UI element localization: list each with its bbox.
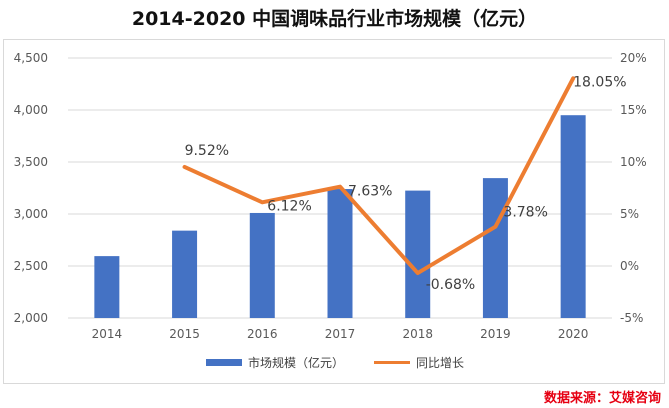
y-left-tick-label: 2,000 — [14, 311, 48, 325]
legend-item-line: 同比增长 — [374, 354, 464, 371]
x-tick-label: 2014 — [92, 327, 123, 341]
data-label: -0.68% — [426, 277, 476, 293]
bar — [249, 212, 275, 318]
y-right-tick-label: -5% — [620, 311, 643, 325]
data-label: 6.12% — [267, 198, 311, 214]
y-left-tick-label: 4,500 — [14, 51, 48, 65]
x-tick-label: 2016 — [247, 327, 278, 341]
data-label: 9.52% — [185, 143, 229, 159]
y-right-tick-label: 20% — [620, 51, 647, 65]
x-tick-label: 2018 — [402, 327, 433, 341]
x-tick-label: 2017 — [325, 327, 356, 341]
x-tick-label: 2015 — [169, 327, 200, 341]
bar — [172, 230, 198, 318]
y-right-tick-label: 5% — [620, 207, 639, 221]
growth-line — [182, 76, 576, 276]
source-note: 数据来源：艾媒咨询 — [543, 391, 661, 406]
y-right-tick-label: 0% — [620, 259, 639, 273]
y-left-tick-label: 3,000 — [14, 207, 48, 221]
bar — [405, 190, 431, 318]
legend-label-bar: 市场规模（亿元） — [248, 356, 345, 370]
legend-swatch-line — [374, 361, 410, 364]
x-tick-label: 2019 — [480, 327, 511, 341]
y-right-tick-label: 15% — [620, 103, 647, 117]
legend-label-line: 同比增长 — [416, 356, 465, 370]
legend-swatch-bar — [206, 359, 242, 366]
legend-item-bar: 市场规模（亿元） — [206, 354, 344, 371]
bar — [560, 115, 586, 318]
y-right-tick-label: 10% — [620, 155, 647, 169]
bar — [94, 256, 120, 318]
data-label: 18.05% — [573, 74, 626, 90]
y-left-tick-label: 4,000 — [14, 103, 48, 117]
x-tick-label: 2020 — [558, 327, 589, 341]
y-left-tick-label: 3,500 — [14, 155, 48, 169]
bar — [327, 189, 353, 318]
y-left-tick-label: 2,500 — [14, 259, 48, 273]
chart-title: 2014-2020 中国调味品行业市场规模（亿元） — [131, 8, 538, 30]
data-label: 7.63% — [348, 184, 392, 200]
bar — [482, 178, 508, 318]
data-label: 3.78% — [503, 205, 547, 221]
